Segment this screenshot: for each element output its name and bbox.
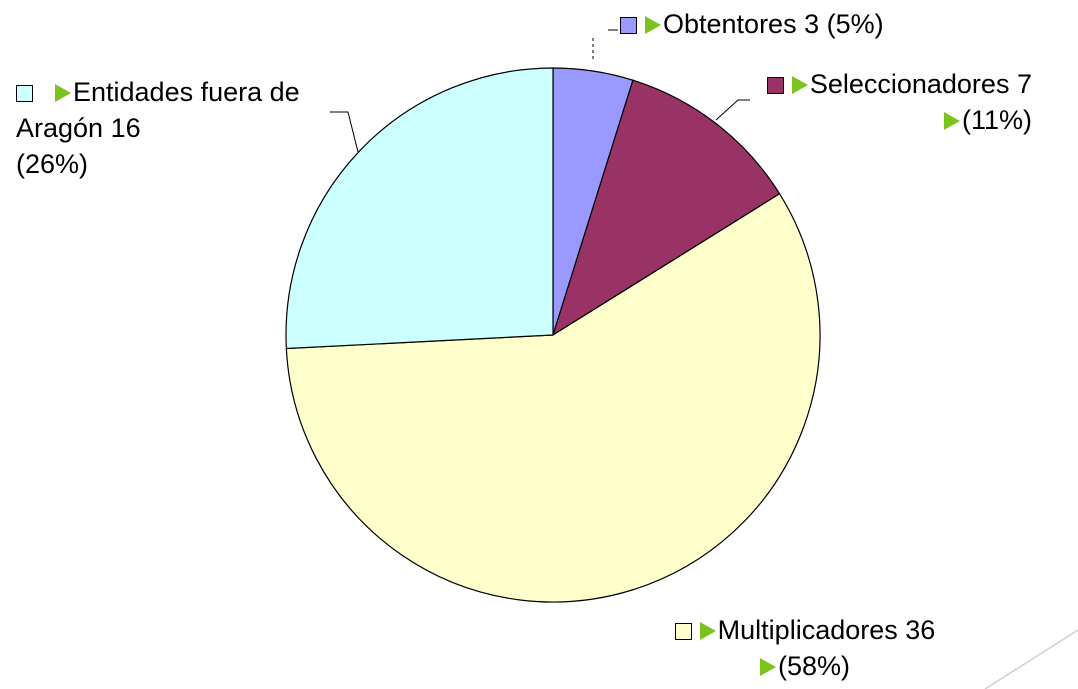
percent-label: (26%) xyxy=(16,149,89,179)
value-label: 36 xyxy=(905,615,936,645)
legend-swatch xyxy=(620,17,637,34)
value-label: 7 xyxy=(1016,69,1032,99)
bullet xyxy=(699,622,716,640)
pie-slice xyxy=(551,79,781,337)
bullet xyxy=(943,112,960,130)
slice-label: Seleccionadores 7 (11%) xyxy=(700,66,1032,138)
percent-label: (5%) xyxy=(826,9,884,39)
decor-line xyxy=(984,629,1078,689)
slice-label: Multiplicadores 36 (58%) xyxy=(640,612,970,684)
category-label: Multiplicadores xyxy=(717,615,898,645)
slice-label: Obtentores 3 (5%) xyxy=(620,6,884,42)
category-label: Obtentores xyxy=(663,9,797,39)
bullet xyxy=(55,84,71,102)
category-label: Seleccionadores xyxy=(809,69,1010,99)
legend-swatch xyxy=(766,77,784,94)
bullet xyxy=(759,658,776,676)
pie xyxy=(285,67,821,603)
bullet xyxy=(791,76,808,94)
bullet xyxy=(645,16,661,34)
leader-line xyxy=(715,99,750,121)
slice-label: Entidades fuera de Aragón 16 (26%) xyxy=(16,74,316,182)
value-label: 16 xyxy=(110,113,141,143)
pie-slice xyxy=(285,67,554,350)
value-label: 3 xyxy=(804,9,820,39)
percent-label: (58%) xyxy=(777,651,851,681)
percent-label: (11%) xyxy=(961,105,1032,135)
legend-swatch xyxy=(674,623,692,640)
leader-line xyxy=(330,111,359,153)
pie-slice xyxy=(285,192,821,603)
category-label: Entidades fuera de Aragón xyxy=(16,77,300,143)
legend-swatch xyxy=(16,85,33,102)
